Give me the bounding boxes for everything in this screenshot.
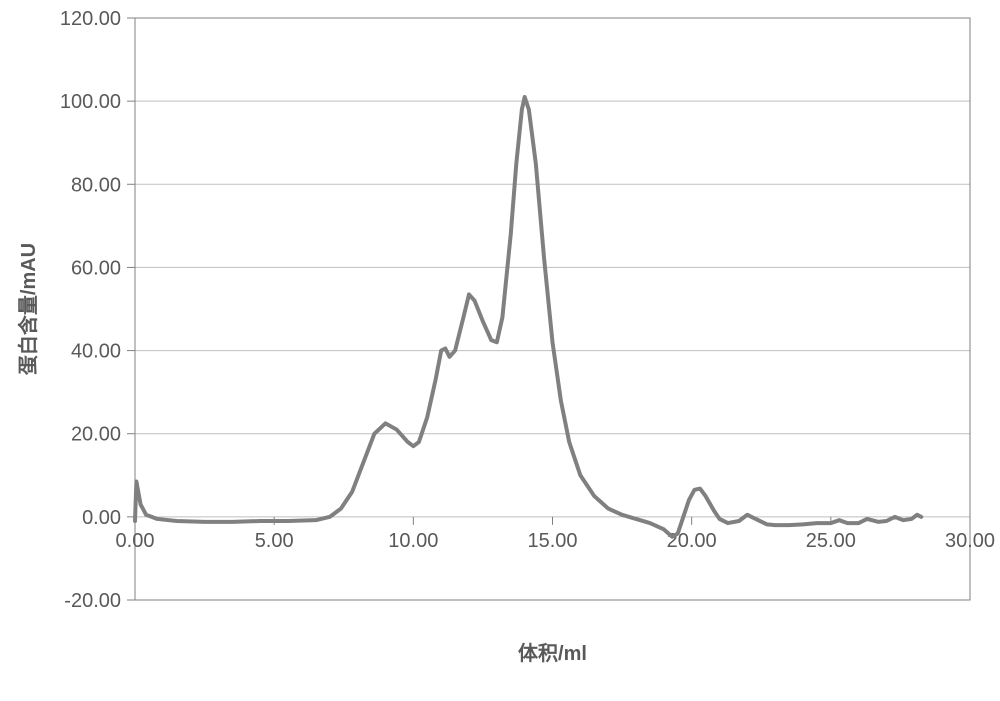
x-tick-label: 20.00 bbox=[667, 530, 717, 552]
y-tick-label: -20.00 bbox=[64, 590, 121, 612]
chart-container: 0.00 5.00 10.00 15.00 20.00 25.00 30.00 -20.00 0… bbox=[0, 0, 1000, 701]
x-tick-label: 10.00 bbox=[388, 530, 438, 552]
y-tick-label: 60.00 bbox=[71, 257, 121, 279]
chromatogram-chart: 0.00 5.00 10.00 15.00 20.00 25.00 30.00 -20.00 0… bbox=[0, 0, 1000, 701]
y-tick-label: 100.00 bbox=[60, 91, 121, 113]
x-tick-label: 30.00 bbox=[945, 530, 995, 552]
x-tick-label: 25.00 bbox=[806, 530, 856, 552]
y-tick-label: 80.00 bbox=[71, 174, 121, 196]
y-tick-label: 20.00 bbox=[71, 424, 121, 446]
y-tick-label: 0.00 bbox=[82, 507, 121, 529]
x-tick-label: 5.00 bbox=[255, 530, 294, 552]
y-axis-label: 蛋白含量/mAU bbox=[16, 243, 40, 375]
x-tick-label: 15.00 bbox=[527, 530, 577, 552]
y-tick-label: 120.00 bbox=[60, 8, 121, 30]
x-axis-label: 体积/ml bbox=[518, 641, 587, 665]
series-line bbox=[135, 97, 921, 537]
plot-border bbox=[135, 18, 970, 600]
x-tick-label: 0.00 bbox=[116, 530, 155, 552]
y-tick-label: 40.00 bbox=[71, 341, 121, 363]
